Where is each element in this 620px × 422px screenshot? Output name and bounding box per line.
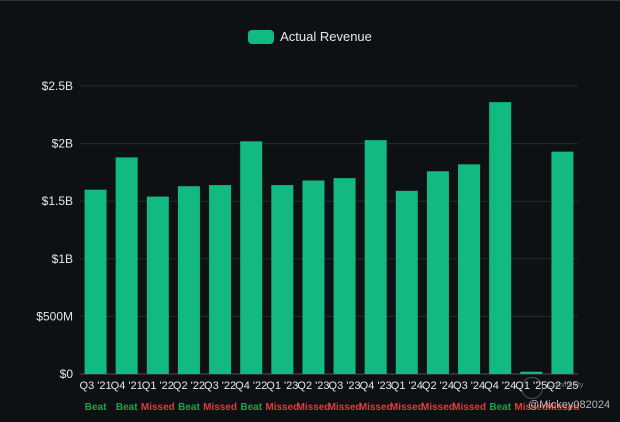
bar [489,102,512,375]
watermark-handle: @Mickey082024 [528,399,611,411]
status-label: Beat [85,402,107,413]
status-label: Missed [421,402,455,413]
x-tick-label: Q4 '24 [484,380,516,392]
status-label: Missed [296,402,330,413]
y-tick-label: $1B [52,252,73,266]
x-tick-label: Q1 '23 [266,380,298,392]
bar [302,180,325,374]
x-tick-label: Q2 '24 [422,380,454,392]
bar [115,157,138,374]
bar [271,185,294,374]
bar [333,178,356,374]
bar [520,371,543,374]
bar [458,164,481,374]
x-tick-label: Q3 '22 [204,380,236,392]
bar [551,151,574,374]
status-label: Missed [390,402,424,413]
bar [395,190,418,374]
x-tick-label: Q3 '24 [453,380,485,392]
status-label: Missed [141,402,175,413]
x-tick-label: Q1 '24 [391,380,423,392]
bar [177,186,200,374]
watermark-logo-icon [521,377,543,399]
status-label: Missed [203,402,237,413]
watermark-community: Community [548,382,584,389]
status-label: Beat [116,402,138,413]
bar [146,196,169,374]
status-label: Missed [265,402,299,413]
legend-swatch [248,29,275,44]
legend-label: Actual Revenue [280,29,372,44]
x-tick-label: Q2 '25 [546,380,578,392]
label-layer: $0 $500M $1B $1.5B $2B $2.5B Q3 '21 Beat Q4 '21 B… [36,79,579,413]
x-tick-label: Q4 '21 [111,380,143,392]
status-label: Missed [452,402,486,413]
x-tick-label: Q2 '23 [297,380,329,392]
x-tick-label: Q1 '22 [142,380,174,392]
status-label: Beat [489,402,511,413]
bar [240,141,263,374]
status-label: Missed [328,402,362,413]
y-tick-label: $2B [52,137,73,151]
y-tick-label: $500M [36,309,73,323]
x-tick-label: Q4 '22 [235,380,267,392]
y-tick-label: $1.5B [42,194,73,208]
bar [84,189,107,374]
x-tick-label: Q4 '23 [360,380,392,392]
y-tick-label: $2.5B [42,79,73,93]
status-label: Missed [545,402,579,413]
bar [426,171,449,374]
status-label: Missed [514,402,548,413]
bar [209,185,232,374]
y-tick-label: $0 [60,367,74,381]
x-tick-label: Q2 '22 [173,380,205,392]
status-label: Beat [240,402,262,413]
status-label: Missed [359,402,393,413]
legend[interactable]: Actual Revenue [0,29,620,44]
x-tick-label: Q3 '21 [80,380,112,392]
status-label: Beat [178,402,200,413]
bar-layer [84,102,574,375]
x-tick-label: Q3 '23 [329,380,361,392]
top-border [0,0,620,1]
bar [364,140,387,374]
